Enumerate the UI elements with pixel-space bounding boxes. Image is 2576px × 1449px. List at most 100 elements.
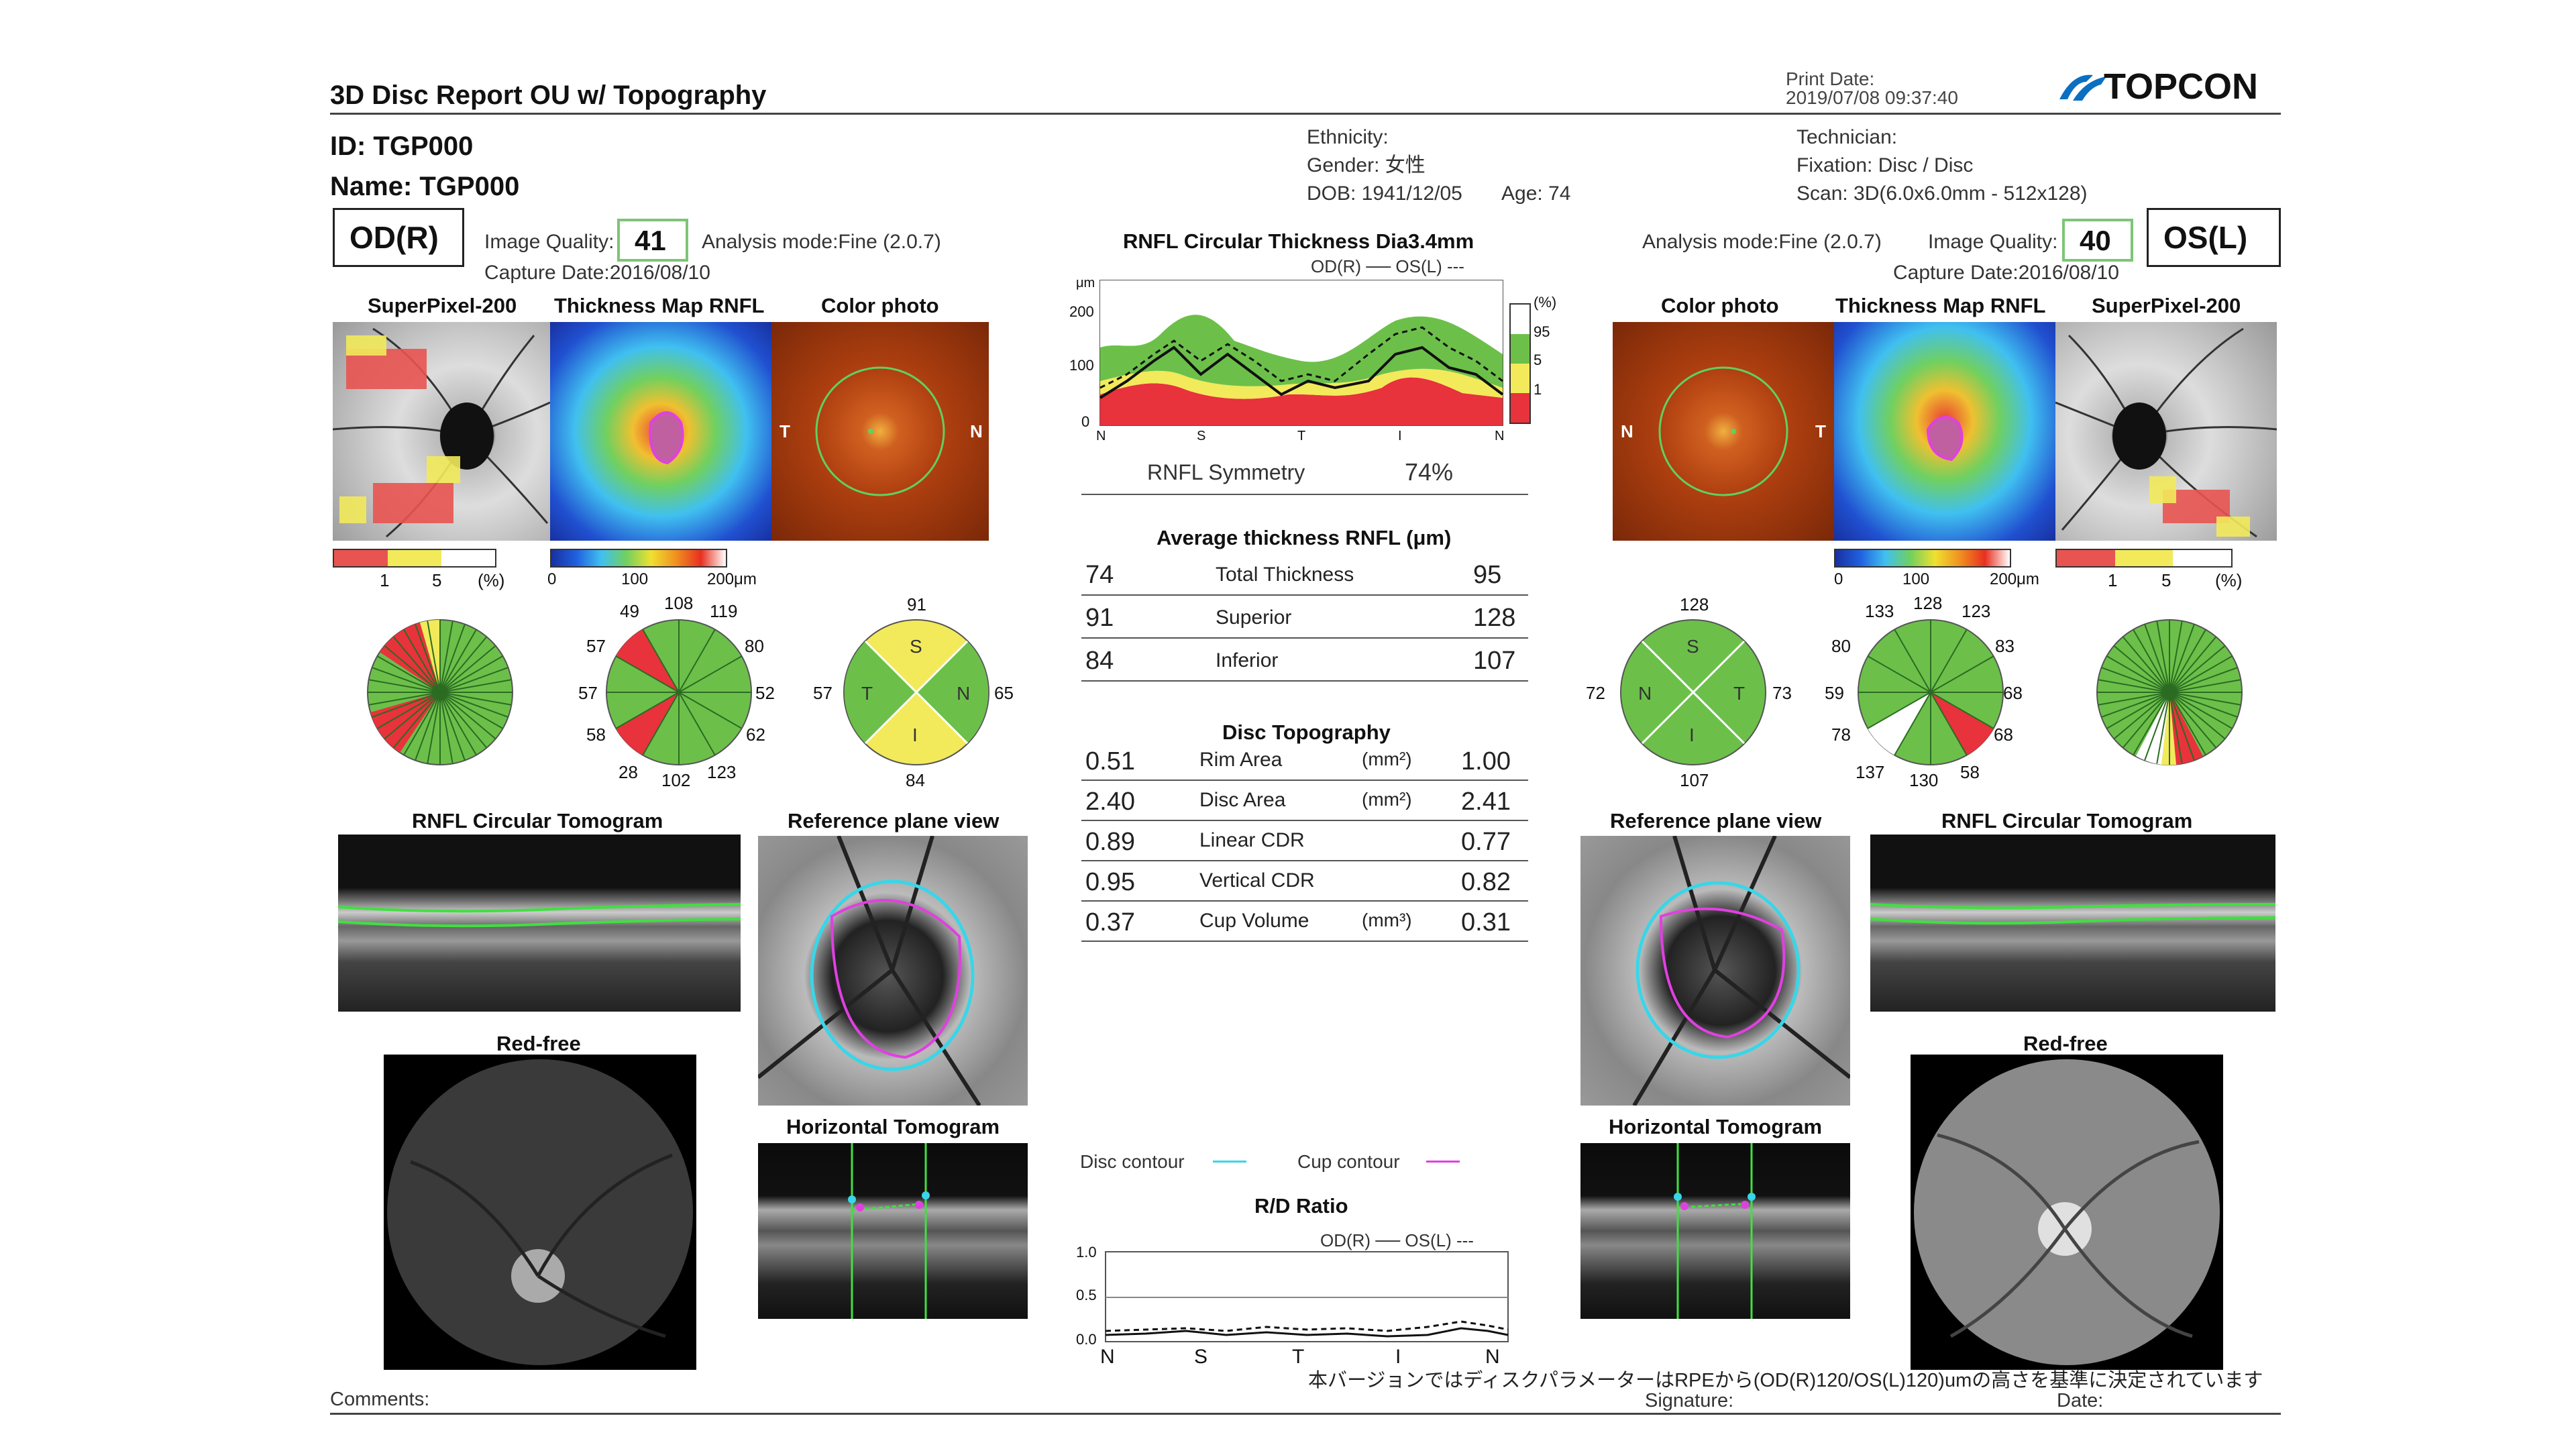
footnote: 本バージョンではディスクパラメーターはRPEから(OD(R)120/OS(L)1… bbox=[1308, 1370, 2263, 1391]
rnfl-xtick-N2: N bbox=[1495, 429, 1505, 443]
os-superpixel-title: SuperPixel-200 bbox=[2092, 294, 2241, 317]
os-sp-scale-pct: (%) bbox=[2215, 570, 2243, 590]
topo-row-label: Vertical CDR bbox=[1199, 869, 1315, 892]
superpixel-sector-line bbox=[403, 692, 441, 756]
avg-row-label: Inferior bbox=[1216, 649, 1279, 672]
os-analysis-mode: Analysis mode:Fine (2.0.7) bbox=[1642, 231, 1882, 253]
avg-row-label: Superior bbox=[1216, 606, 1292, 629]
rnfl-chart-legend: OD(R) ── OS(L) --- bbox=[1311, 256, 1464, 276]
os-s12-ur: 83 bbox=[1995, 636, 2015, 656]
superpixel-sector-line bbox=[368, 692, 441, 706]
avg-os-value: 107 bbox=[1473, 647, 1516, 675]
rd-ratio-legend: OD(R) ── OS(L) --- bbox=[1320, 1230, 1474, 1250]
superpixel-sector-line bbox=[2133, 692, 2170, 756]
age: Age: 74 bbox=[1501, 182, 1571, 205]
superpixel-sector-line bbox=[2156, 692, 2170, 764]
os-superpixel-scale bbox=[2055, 549, 2233, 568]
technician: Technician: bbox=[1796, 126, 1898, 148]
superpixel-sector-line bbox=[2144, 692, 2170, 761]
os-photo-N: N bbox=[1621, 421, 1633, 441]
od-redfree-title: Red-free bbox=[496, 1032, 581, 1055]
topo-row-label: Cup Volume bbox=[1199, 910, 1309, 932]
od-refplane-title: Reference plane view bbox=[788, 809, 1000, 833]
os-thickness-title: Thickness Map RNFL bbox=[1835, 294, 2046, 317]
os-s12-ul: 80 bbox=[1831, 636, 1851, 656]
od-s12-top-l: 49 bbox=[620, 601, 639, 621]
od-s12-r: 52 bbox=[755, 683, 775, 703]
od-image-quality-label: Image Quality: bbox=[484, 231, 614, 253]
superpixel-sector-line bbox=[439, 692, 504, 729]
superpixel-sector-line bbox=[439, 636, 488, 693]
od-s12-ur: 80 bbox=[745, 636, 764, 656]
norm-legend-95: 95 bbox=[1534, 323, 1550, 340]
os-photo-T: T bbox=[1815, 421, 1826, 441]
os-quad-right: 73 bbox=[1772, 683, 1792, 703]
os-tm-scale-100: 100 bbox=[1902, 570, 1930, 588]
od-redfree-image bbox=[384, 1055, 696, 1370]
od-capture-date: Capture Date:2016/08/10 bbox=[484, 262, 710, 284]
rnfl-xtick-I: I bbox=[1398, 429, 1402, 443]
superpixel-sector-line bbox=[439, 692, 508, 718]
od-eye-label: OD(R) bbox=[333, 208, 464, 267]
od-superpixel-map bbox=[333, 322, 550, 541]
od-tomogram-title: RNFL Circular Tomogram bbox=[412, 809, 663, 833]
superpixel-sector-line bbox=[2169, 692, 2233, 729]
superpixel-sector-line bbox=[2098, 679, 2170, 693]
os-thickness-scale bbox=[1834, 549, 2011, 568]
rd-ratio-title: R/D Ratio bbox=[1254, 1194, 1348, 1218]
superpixel-sector-line bbox=[368, 679, 441, 693]
od-color-photo: T N bbox=[771, 322, 989, 541]
os-s12-bot-l: 137 bbox=[1856, 762, 1885, 782]
patient-name: Name: TGP000 bbox=[330, 172, 520, 201]
superpixel-sector-line bbox=[427, 621, 441, 693]
os-s12-ll: 78 bbox=[1831, 724, 1851, 745]
od-thickness-title: Thickness Map RNFL bbox=[554, 294, 765, 317]
norm-legend-1: 1 bbox=[1534, 381, 1542, 398]
superpixel-sector-line bbox=[384, 692, 441, 740]
superpixel-sector-line bbox=[439, 692, 477, 756]
superpixel-sector-line bbox=[2098, 692, 2170, 706]
rd-xtick-N1: N bbox=[1100, 1346, 1115, 1368]
os-s12-bot-r: 58 bbox=[1960, 762, 1980, 782]
superpixel-sector-line bbox=[2169, 692, 2195, 761]
topo-od-value: 2.40 bbox=[1085, 788, 1135, 816]
rnfl-ytick-0: 0 bbox=[1081, 413, 1090, 430]
cup-contour-swatch bbox=[1426, 1161, 1460, 1163]
od-sp-scale-1: 1 bbox=[380, 570, 390, 590]
rnfl-symmetry-label: RNFL Symmetry bbox=[1147, 460, 1305, 484]
od-s12-top-r: 119 bbox=[710, 601, 738, 621]
superpixel-sector-line bbox=[439, 692, 496, 740]
rnfl-chart-title: RNFL Circular Thickness Dia3.4mm bbox=[1123, 229, 1474, 253]
header-divider bbox=[330, 113, 2281, 115]
topo-row-unit: (mm²) bbox=[1362, 789, 1412, 810]
print-date-label: Print Date: bbox=[1786, 68, 1875, 89]
norm-legend-pct: (%) bbox=[1534, 294, 1557, 311]
os-capture-date: Capture Date:2016/08/10 bbox=[1893, 262, 2119, 284]
superpixel-sector-line bbox=[2106, 655, 2170, 693]
rd-xtick-I: I bbox=[1395, 1346, 1401, 1368]
avg-row-divider bbox=[1081, 637, 1528, 639]
topo-row-label: Disc Area bbox=[1199, 789, 1286, 811]
od-thickness-scale bbox=[550, 549, 727, 568]
os-rnfl-tomogram bbox=[1870, 835, 2275, 1012]
superpixel-sector-line bbox=[376, 655, 441, 693]
od-s12-bot: 102 bbox=[661, 770, 691, 790]
os-s12-l: 59 bbox=[1825, 683, 1844, 703]
superpixel-sector-line bbox=[392, 636, 441, 693]
rnfl-band-white bbox=[1100, 280, 1503, 362]
signature-label: Signature: bbox=[1645, 1390, 1734, 1411]
os-refplane-title: Reference plane view bbox=[1610, 809, 1822, 833]
rnfl-band-red bbox=[1100, 377, 1503, 425]
rd-ytick-05: 0.5 bbox=[1076, 1287, 1097, 1303]
avg-row-label: Total Thickness bbox=[1216, 564, 1354, 586]
od-s12-l: 57 bbox=[578, 683, 598, 703]
topo-row-divider bbox=[1081, 780, 1528, 781]
report-title: 3D Disc Report OU w/ Topography bbox=[330, 80, 767, 110]
superpixel-sector-line bbox=[372, 692, 441, 718]
topo-row-unit: (mm²) bbox=[1362, 749, 1412, 769]
superpixel-sector-line bbox=[415, 624, 441, 693]
topo-od-value: 0.95 bbox=[1085, 868, 1135, 896]
topo-row-unit: (mm³) bbox=[1362, 910, 1412, 930]
rd-xtick-N2: N bbox=[1485, 1346, 1500, 1368]
os-quad-left: 72 bbox=[1586, 683, 1605, 703]
